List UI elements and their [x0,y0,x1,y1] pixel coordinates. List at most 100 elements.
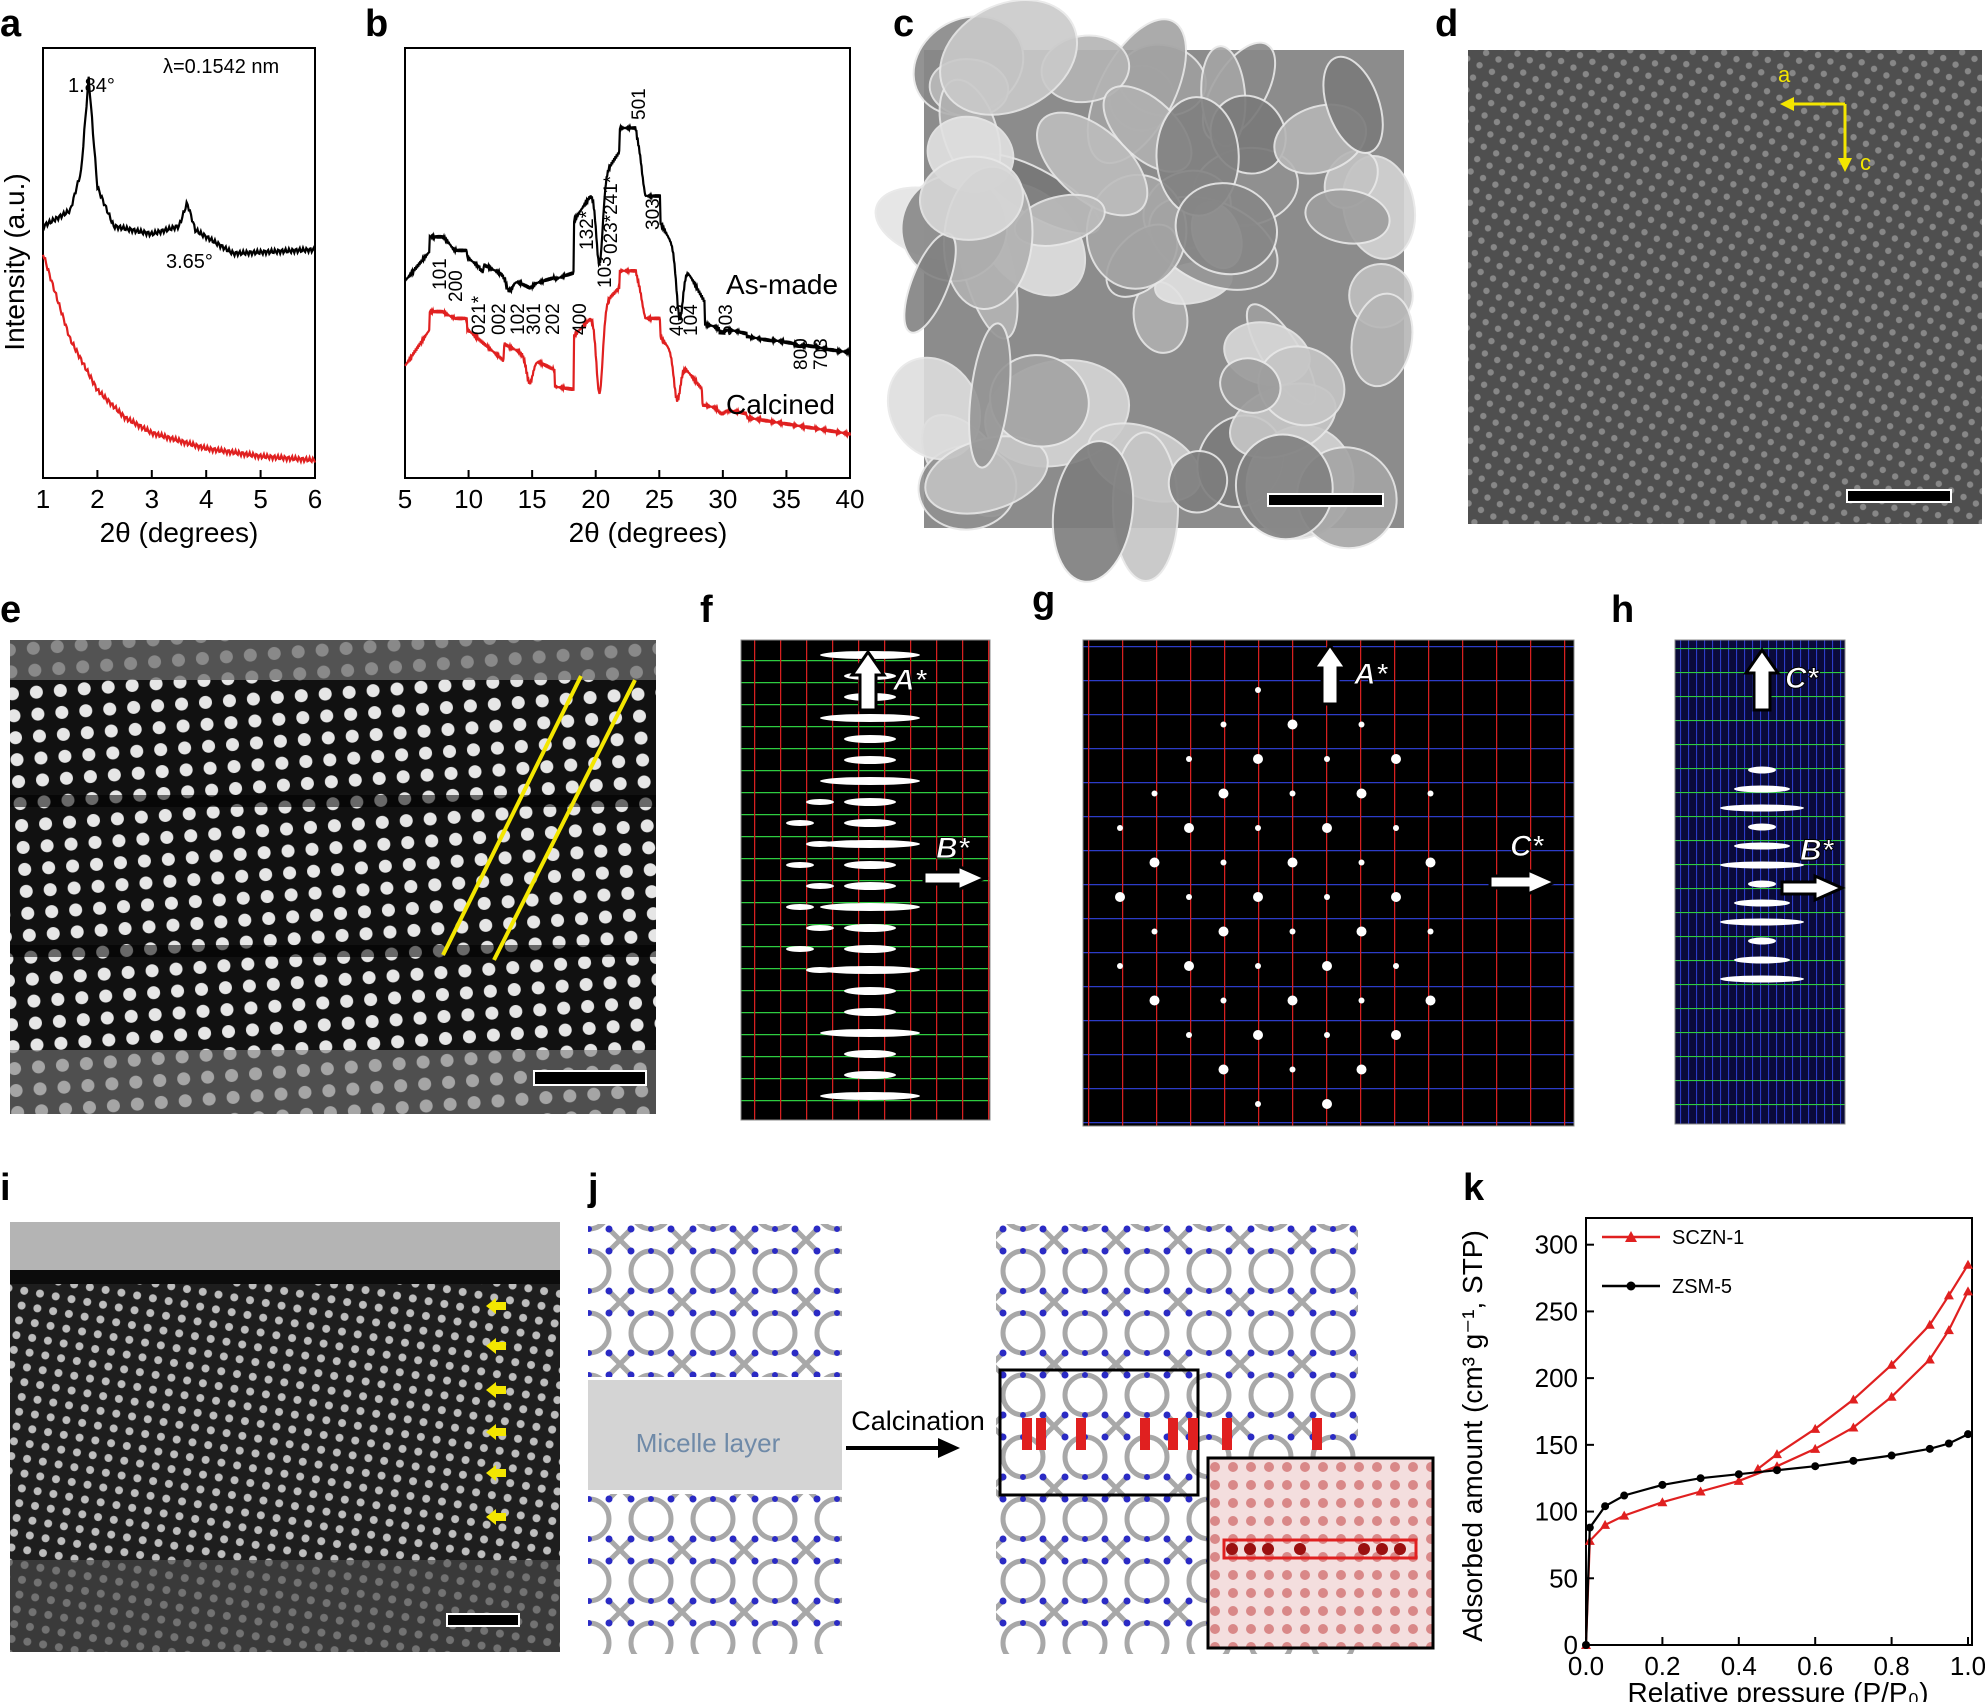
panel-g-spot [1220,721,1227,728]
panel-c-petal [1167,450,1229,514]
panel-f-spot [844,819,896,827]
panel-h-diffraction: C* B* [1674,639,1846,1125]
panel-f-axis-a-label: A* [892,664,928,697]
panel-k-point [1772,1449,1782,1459]
panel-f-spots [786,651,920,1100]
panel-f-spot [820,903,920,911]
panel-c-petal [1304,188,1391,245]
panel-d-arrow-a-icon [1780,97,1794,111]
panel-g-spot [1356,788,1367,799]
panel-a-xlabel: 2θ (degrees) [100,517,259,548]
panel-k-ticks: 0.0 0.2 0.4 0.6 0.8 1.0 0 50 100 150 200 250 300 [1535,1230,1985,1681]
panel-f-spot [806,841,834,847]
panel-f-spot [844,882,896,890]
panel-k-ytick-label: 300 [1535,1230,1578,1260]
panel-g-spot [1151,928,1158,935]
panel-k-legend-label-sczn: SCZN-1 [1672,1227,1744,1249]
panel-h-arrow-right-icon [1780,873,1846,903]
panel-b-ticks: 5 10 15 20 25 30 35 40 [398,470,864,514]
panel-k-point [1848,1394,1859,1404]
panel-j-red-bridge [1140,1418,1150,1450]
panel-b-peak-label: 303 [643,198,664,230]
panel-k-point [1924,1354,1935,1364]
panel-k-ytick-label: 0 [1564,1630,1578,1660]
panel-k-point [1752,1463,1763,1473]
panel-k-point [1848,1422,1859,1432]
panel-b-xtick-label: 30 [708,484,737,514]
panel-label-e: e [0,589,21,631]
panel-k-xtick-label: 0.6 [1797,1651,1833,1681]
panel-j-arrow-label: Calcination [851,1406,985,1436]
panel-g-spot [1358,721,1365,728]
panel-f-spot [844,798,896,806]
panel-j-red-bridge [1168,1418,1178,1450]
panel-a-frame [42,47,316,479]
panel-g-spot [1322,1099,1332,1109]
panel-k-point [1849,1456,1858,1465]
panel-f-spot [844,1071,896,1079]
panel-f-arrow-right-icon [922,863,989,893]
panel-k-legend-marker-sczn [1625,1231,1637,1242]
panel-h-spot [1748,823,1776,831]
panel-b-series-group [403,122,852,440]
panel-f-spot [786,946,814,952]
panel-b-series-label-calcined: Calcined [726,389,835,420]
panel-g-spot [1115,892,1125,902]
panel-g-axis-c-label: C* [1510,830,1545,863]
panel-b-xtick-label: 5 [398,484,412,514]
panel-a-xtick-label: 3 [145,484,159,514]
panel-g-spot [1255,1101,1261,1107]
panel-f-spot [820,966,920,974]
panel-b-peak-label: 501 [629,88,650,120]
panel-c-petal [1350,292,1414,388]
panel-k-point [1924,1319,1935,1329]
panel-j-red-bridge [1312,1418,1322,1450]
panel-g-spot [1186,756,1192,762]
panel-k-legend-label-zsm: ZSM-5 [1672,1276,1732,1298]
panel-g-spot [1253,754,1263,764]
panel-g-spot [1427,928,1434,935]
panel-a-chart: 1 2 3 4 5 6 λ=0.1542 nm 1.84° 3.65° 2θ (degre… [0,47,322,548]
panel-i-arrow-icon [486,1298,506,1314]
panel-k-ytick-label: 100 [1535,1497,1578,1527]
panel-j-schematic: Micelle layer Calcination [588,1224,1435,1654]
panel-e-tem-image [10,640,656,1114]
panel-b-peak-label: 403 [667,304,688,336]
panel-k-point [1600,1519,1611,1529]
panel-f-spot [844,735,896,743]
panel-k-point [1619,1510,1630,1520]
panel-g-spot [1253,1030,1263,1040]
panel-k-series-group [1581,1259,1973,1649]
panel-g-spots [1115,685,1436,1109]
panel-k-point [1886,1359,1897,1369]
panel-k-point [1695,1486,1706,1496]
panel-g-spot [1218,1064,1229,1075]
panel-g-spot [1324,1032,1330,1038]
panel-label-f: f [700,589,713,631]
panel-f-spot [844,1050,896,1058]
panel-h-axis-c-label: C* [1785,662,1820,695]
panel-f-spot [844,861,896,869]
panel-h-spot [1720,918,1804,926]
panel-e-yellow-line-2 [492,679,637,961]
panel-h-spot [1734,785,1790,793]
panel-f-spot [806,967,834,973]
panel-j-red-atom [1244,1543,1256,1555]
panel-a-peak-label-1: 1.84° [68,75,115,97]
panel-e-yellow-line-1 [441,675,583,956]
panel-k-point [1963,1286,1973,1296]
panel-k-ylabel: Adsorbed amount (cm³ g⁻¹, STP) [1457,1230,1488,1642]
panel-k-point [1734,1470,1743,1479]
panel-g-spot [1117,963,1123,969]
panel-c-petal [939,0,1079,116]
panel-a-series-1 [41,254,317,465]
panel-g-spot [1322,823,1332,833]
panel-b-series-label-asmade: As-made [726,269,838,300]
panel-k-xtick-label: 1.0 [1950,1651,1985,1681]
panel-k-ytick-label: 50 [1549,1563,1578,1593]
panel-g-spot [1184,823,1194,833]
panel-k-point [1943,1325,1954,1335]
panel-h-spot [1748,937,1776,945]
